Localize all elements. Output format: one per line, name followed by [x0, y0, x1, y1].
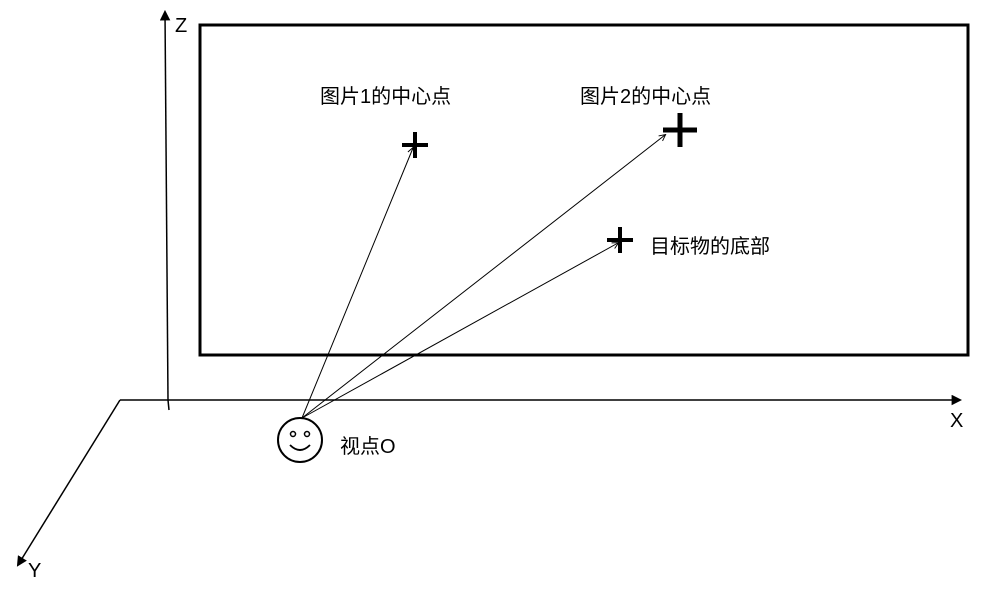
- smiley-mouth: [290, 445, 310, 450]
- viewpoint-label: 视点O: [340, 430, 396, 459]
- z-axis-stub: [168, 400, 169, 410]
- image-frame: [200, 25, 968, 355]
- ray-1: [302, 135, 665, 418]
- ray-0: [302, 148, 413, 418]
- axis-x-label: X: [950, 410, 963, 433]
- diagram-canvas: [0, 0, 1000, 595]
- z-axis: [165, 12, 168, 400]
- pic2-center-label: 图片2的中心点: [580, 80, 711, 109]
- y-axis: [18, 400, 120, 565]
- pic1-center-label: 图片1的中心点: [320, 80, 451, 109]
- ray-2: [302, 243, 618, 418]
- target-bottom-label: 目标物的底部: [650, 230, 770, 259]
- axis-z-label: Z: [175, 15, 187, 38]
- smiley-eye-left: [291, 432, 296, 437]
- smiley-icon: [278, 418, 322, 462]
- smiley-eye-right: [305, 432, 310, 437]
- axis-y-label: Y: [28, 560, 41, 583]
